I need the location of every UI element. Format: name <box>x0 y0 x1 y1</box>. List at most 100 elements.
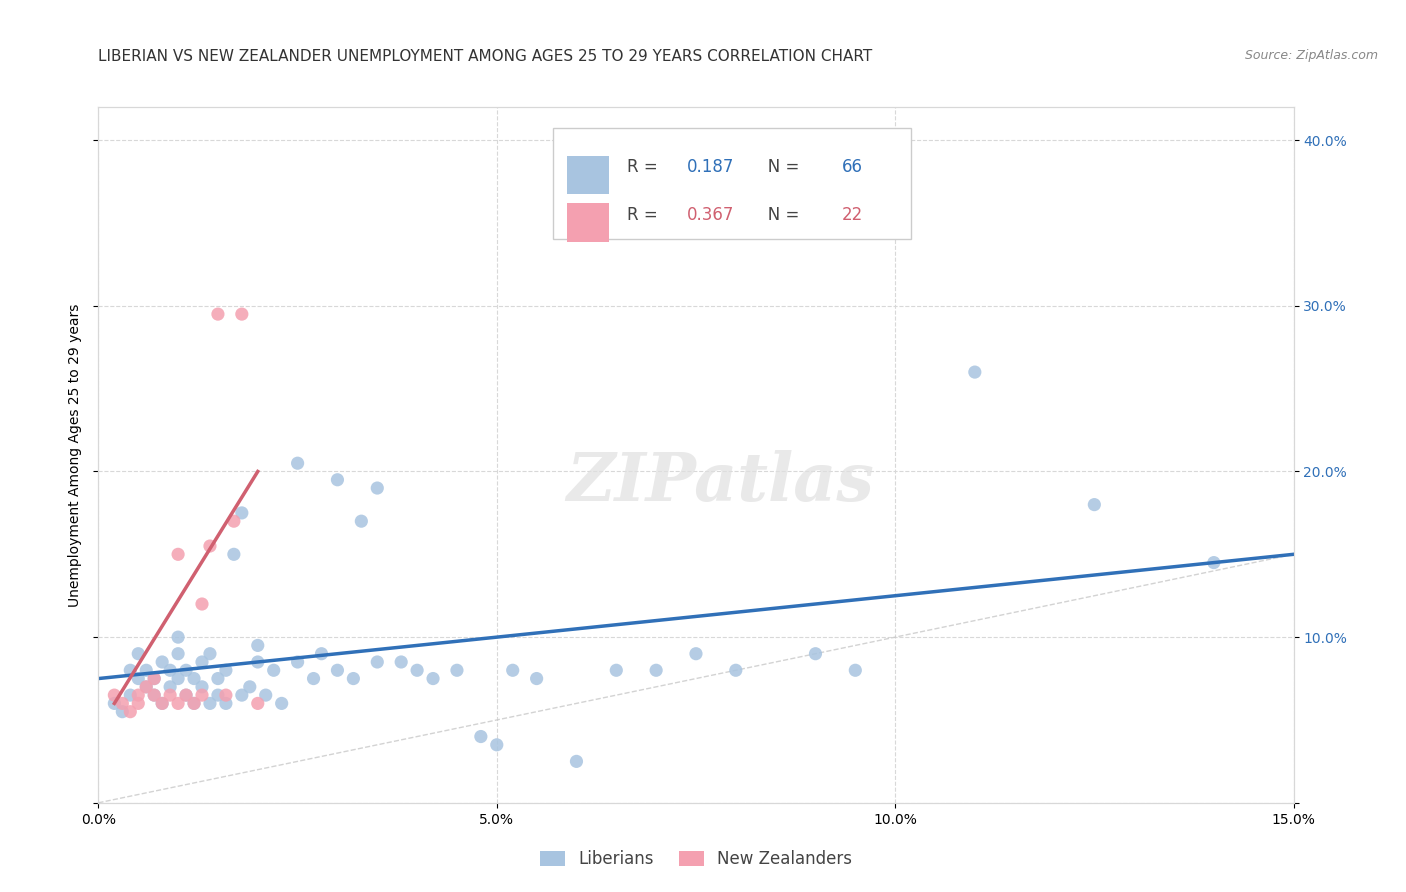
Point <box>103 697 125 711</box>
Point <box>446 663 468 677</box>
Point <box>1083 498 1105 512</box>
Point <box>502 663 524 677</box>
Point <box>406 663 429 677</box>
Point <box>207 307 229 321</box>
Point <box>207 672 229 686</box>
Point <box>174 688 197 702</box>
Point <box>485 738 508 752</box>
Point <box>804 647 827 661</box>
Point <box>366 481 388 495</box>
Point <box>127 688 149 702</box>
Point <box>167 547 190 561</box>
Point <box>150 655 173 669</box>
Point <box>143 672 166 686</box>
Point <box>287 456 309 470</box>
Point <box>215 688 238 702</box>
Text: N =: N = <box>752 206 804 224</box>
Point <box>150 697 173 711</box>
Point <box>167 630 190 644</box>
Point <box>389 655 412 669</box>
Point <box>231 307 253 321</box>
Point <box>350 514 373 528</box>
Point <box>143 688 166 702</box>
Point <box>167 647 190 661</box>
Point <box>326 473 349 487</box>
Point <box>422 672 444 686</box>
Text: R =: R = <box>627 206 662 224</box>
Point <box>127 672 149 686</box>
Point <box>150 697 173 711</box>
Point <box>844 663 866 677</box>
Point <box>191 688 214 702</box>
Point <box>120 705 142 719</box>
Point <box>724 663 747 677</box>
Point <box>231 506 253 520</box>
Point <box>565 755 588 769</box>
Point <box>198 539 221 553</box>
Point <box>191 655 214 669</box>
Point <box>222 547 245 561</box>
FancyBboxPatch shape <box>567 203 609 242</box>
Point <box>198 697 221 711</box>
Point <box>159 663 181 677</box>
Point <box>302 672 325 686</box>
Point <box>198 647 221 661</box>
Point <box>191 680 214 694</box>
Point <box>963 365 986 379</box>
Point <box>239 680 262 694</box>
Point <box>222 514 245 528</box>
Point <box>127 697 149 711</box>
Point <box>183 697 205 711</box>
Point <box>143 688 166 702</box>
Point <box>174 663 197 677</box>
Point <box>366 655 388 669</box>
Point <box>135 663 157 677</box>
Point <box>246 639 269 653</box>
Point <box>167 672 190 686</box>
Point <box>311 647 333 661</box>
Point <box>167 697 190 711</box>
Point <box>326 663 349 677</box>
Point <box>120 663 142 677</box>
Text: 0.187: 0.187 <box>686 158 734 176</box>
Point <box>287 655 309 669</box>
Point <box>135 680 157 694</box>
Point <box>111 697 134 711</box>
Text: LIBERIAN VS NEW ZEALANDER UNEMPLOYMENT AMONG AGES 25 TO 29 YEARS CORRELATION CHA: LIBERIAN VS NEW ZEALANDER UNEMPLOYMENT A… <box>98 49 873 64</box>
Text: ZIPatlas: ZIPatlas <box>567 450 873 516</box>
Point <box>254 688 277 702</box>
Text: R =: R = <box>627 158 662 176</box>
Point <box>342 672 364 686</box>
Point <box>183 672 205 686</box>
Point <box>183 697 205 711</box>
Point <box>1202 556 1225 570</box>
Text: 66: 66 <box>842 158 863 176</box>
Point <box>215 697 238 711</box>
FancyBboxPatch shape <box>567 155 609 194</box>
Text: Source: ZipAtlas.com: Source: ZipAtlas.com <box>1244 49 1378 62</box>
Text: 22: 22 <box>842 206 863 224</box>
Point <box>263 663 285 677</box>
Y-axis label: Unemployment Among Ages 25 to 29 years: Unemployment Among Ages 25 to 29 years <box>67 303 82 607</box>
Point <box>246 697 269 711</box>
Point <box>231 688 253 702</box>
Point <box>120 688 142 702</box>
Point <box>159 680 181 694</box>
Point <box>685 647 707 661</box>
FancyBboxPatch shape <box>553 128 911 239</box>
Point <box>174 688 197 702</box>
Text: 0.367: 0.367 <box>686 206 734 224</box>
Point <box>127 647 149 661</box>
Point <box>526 672 548 686</box>
Point <box>605 663 627 677</box>
Text: N =: N = <box>752 158 804 176</box>
Point <box>645 663 668 677</box>
Point <box>207 688 229 702</box>
Point <box>270 697 292 711</box>
Point <box>159 688 181 702</box>
Point <box>191 597 214 611</box>
Point <box>143 672 166 686</box>
Point <box>135 680 157 694</box>
Point <box>111 705 134 719</box>
Point <box>215 663 238 677</box>
